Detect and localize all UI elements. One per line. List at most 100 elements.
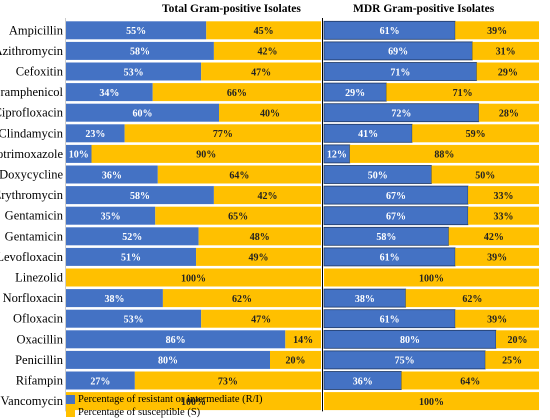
bar-susceptible bbox=[201, 62, 321, 81]
data-label-resistant: 41% bbox=[358, 129, 378, 140]
data-label-resistant: 29% bbox=[345, 88, 365, 99]
data-label-susceptible: 49% bbox=[249, 253, 269, 264]
data-label-susceptible: 50% bbox=[475, 170, 495, 181]
bar-susceptible bbox=[152, 83, 321, 102]
category-label: Doxycycline bbox=[0, 168, 63, 182]
bar-resistant bbox=[66, 21, 207, 40]
data-label-susceptible: 47% bbox=[251, 315, 271, 326]
bar-susceptible bbox=[66, 268, 321, 287]
bar-susceptible bbox=[324, 268, 539, 287]
data-label-resistant: 80% bbox=[158, 356, 178, 367]
bar-resistant bbox=[66, 62, 202, 81]
bar-resistant bbox=[66, 247, 197, 266]
category-label: Erythromycin bbox=[0, 188, 64, 202]
data-label-susceptible: 100% bbox=[419, 397, 444, 408]
data-label-susceptible: 100% bbox=[181, 273, 206, 284]
data-label-susceptible: 66% bbox=[227, 88, 247, 99]
legend-label-susceptible: Percentage of susceptible (S) bbox=[78, 407, 201, 418]
data-label-susceptible: 100% bbox=[181, 397, 206, 408]
category-label: Gentamicin bbox=[5, 209, 64, 223]
data-label-resistant: 38% bbox=[104, 294, 124, 305]
category-label: Levofloxacin bbox=[0, 250, 64, 264]
data-label-susceptible: 29% bbox=[498, 67, 518, 78]
bar-susceptible bbox=[455, 247, 539, 266]
category-label: Ampicillin bbox=[9, 23, 64, 37]
data-label-resistant: 61% bbox=[380, 253, 400, 264]
data-label-susceptible: 25% bbox=[502, 356, 522, 367]
bar-susceptible bbox=[478, 103, 539, 122]
category-label: Cotrimoxazole bbox=[0, 147, 63, 161]
data-label-susceptible: 59% bbox=[466, 129, 486, 140]
bar-susceptible bbox=[349, 144, 539, 163]
bar-susceptible bbox=[455, 309, 539, 328]
data-label-resistant: 53% bbox=[124, 315, 144, 326]
data-label-susceptible: 100% bbox=[419, 273, 444, 284]
bar-resistant bbox=[66, 309, 202, 328]
data-label-susceptible: 62% bbox=[232, 294, 252, 305]
data-label-resistant: 61% bbox=[380, 315, 400, 326]
bar-susceptible bbox=[496, 330, 539, 349]
bar-resistant bbox=[66, 289, 163, 308]
data-label-resistant: 69% bbox=[388, 47, 408, 58]
data-label-susceptible: 77% bbox=[213, 129, 233, 140]
data-label-resistant: 58% bbox=[130, 191, 150, 202]
bar-susceptible bbox=[472, 41, 539, 60]
data-label-susceptible: 64% bbox=[229, 170, 249, 181]
bar-resistant bbox=[66, 144, 92, 163]
bar-susceptible bbox=[206, 21, 321, 40]
data-label-resistant: 71% bbox=[390, 67, 410, 78]
bar-susceptible bbox=[412, 124, 539, 143]
data-label-susceptible: 39% bbox=[487, 26, 507, 37]
data-label-resistant: 61% bbox=[380, 26, 400, 37]
bar-susceptible bbox=[485, 350, 539, 369]
bar-susceptible bbox=[124, 124, 322, 143]
category-label: Azithromycin bbox=[0, 44, 64, 58]
data-label-susceptible: 33% bbox=[494, 191, 514, 202]
data-label-susceptible: 62% bbox=[462, 294, 482, 305]
bar-resistant bbox=[66, 186, 214, 205]
bar-resistant bbox=[66, 83, 153, 102]
data-label-susceptible: 42% bbox=[257, 191, 277, 202]
data-label-resistant: 52% bbox=[122, 232, 142, 243]
data-label-resistant: 58% bbox=[376, 232, 396, 243]
category-label: Rifampin bbox=[16, 374, 64, 388]
data-label-susceptible: 14% bbox=[293, 335, 313, 346]
category-label: Gentamicin bbox=[5, 229, 64, 243]
bar-susceptible bbox=[134, 371, 321, 390]
bar-resistant bbox=[66, 165, 158, 184]
data-label-susceptible: 47% bbox=[251, 67, 271, 78]
bar-susceptible bbox=[285, 330, 321, 349]
data-label-resistant: 34% bbox=[99, 88, 119, 99]
bar-susceptible bbox=[468, 186, 539, 205]
data-label-susceptible: 39% bbox=[487, 253, 507, 264]
category-label: Penicillin bbox=[15, 353, 64, 367]
bar-susceptible bbox=[386, 83, 539, 102]
data-label-resistant: 53% bbox=[124, 67, 144, 78]
data-label-resistant: 12% bbox=[327, 150, 347, 161]
bar-susceptible bbox=[468, 206, 539, 225]
bar-susceptible bbox=[157, 165, 321, 184]
data-label-resistant: 60% bbox=[133, 109, 153, 120]
category-label: Vancomycin bbox=[1, 394, 64, 408]
data-label-susceptible: 65% bbox=[228, 212, 248, 223]
data-label-resistant: 55% bbox=[126, 26, 146, 37]
legend-item-susceptible: Percentage of susceptible (S) bbox=[66, 407, 200, 418]
data-label-susceptible: 45% bbox=[254, 26, 274, 37]
category-label: Norfloxacin bbox=[3, 291, 64, 305]
data-label-resistant: 38% bbox=[355, 294, 375, 305]
bar-resistant bbox=[66, 124, 125, 143]
bar-susceptible bbox=[448, 227, 539, 246]
data-label-resistant: 86% bbox=[166, 335, 186, 346]
data-label-resistant: 23% bbox=[85, 129, 105, 140]
bar-susceptible bbox=[219, 103, 321, 122]
bar-susceptible bbox=[91, 144, 321, 163]
data-label-resistant: 75% bbox=[395, 356, 415, 367]
data-label-susceptible: 42% bbox=[484, 232, 504, 243]
category-label: Linezolid bbox=[15, 271, 64, 285]
data-label-susceptible: 33% bbox=[494, 212, 514, 223]
data-label-resistant: 58% bbox=[130, 47, 150, 58]
bar-susceptible bbox=[405, 289, 539, 308]
legend-swatch-susceptible bbox=[66, 408, 75, 417]
data-label-susceptible: 71% bbox=[453, 88, 473, 99]
